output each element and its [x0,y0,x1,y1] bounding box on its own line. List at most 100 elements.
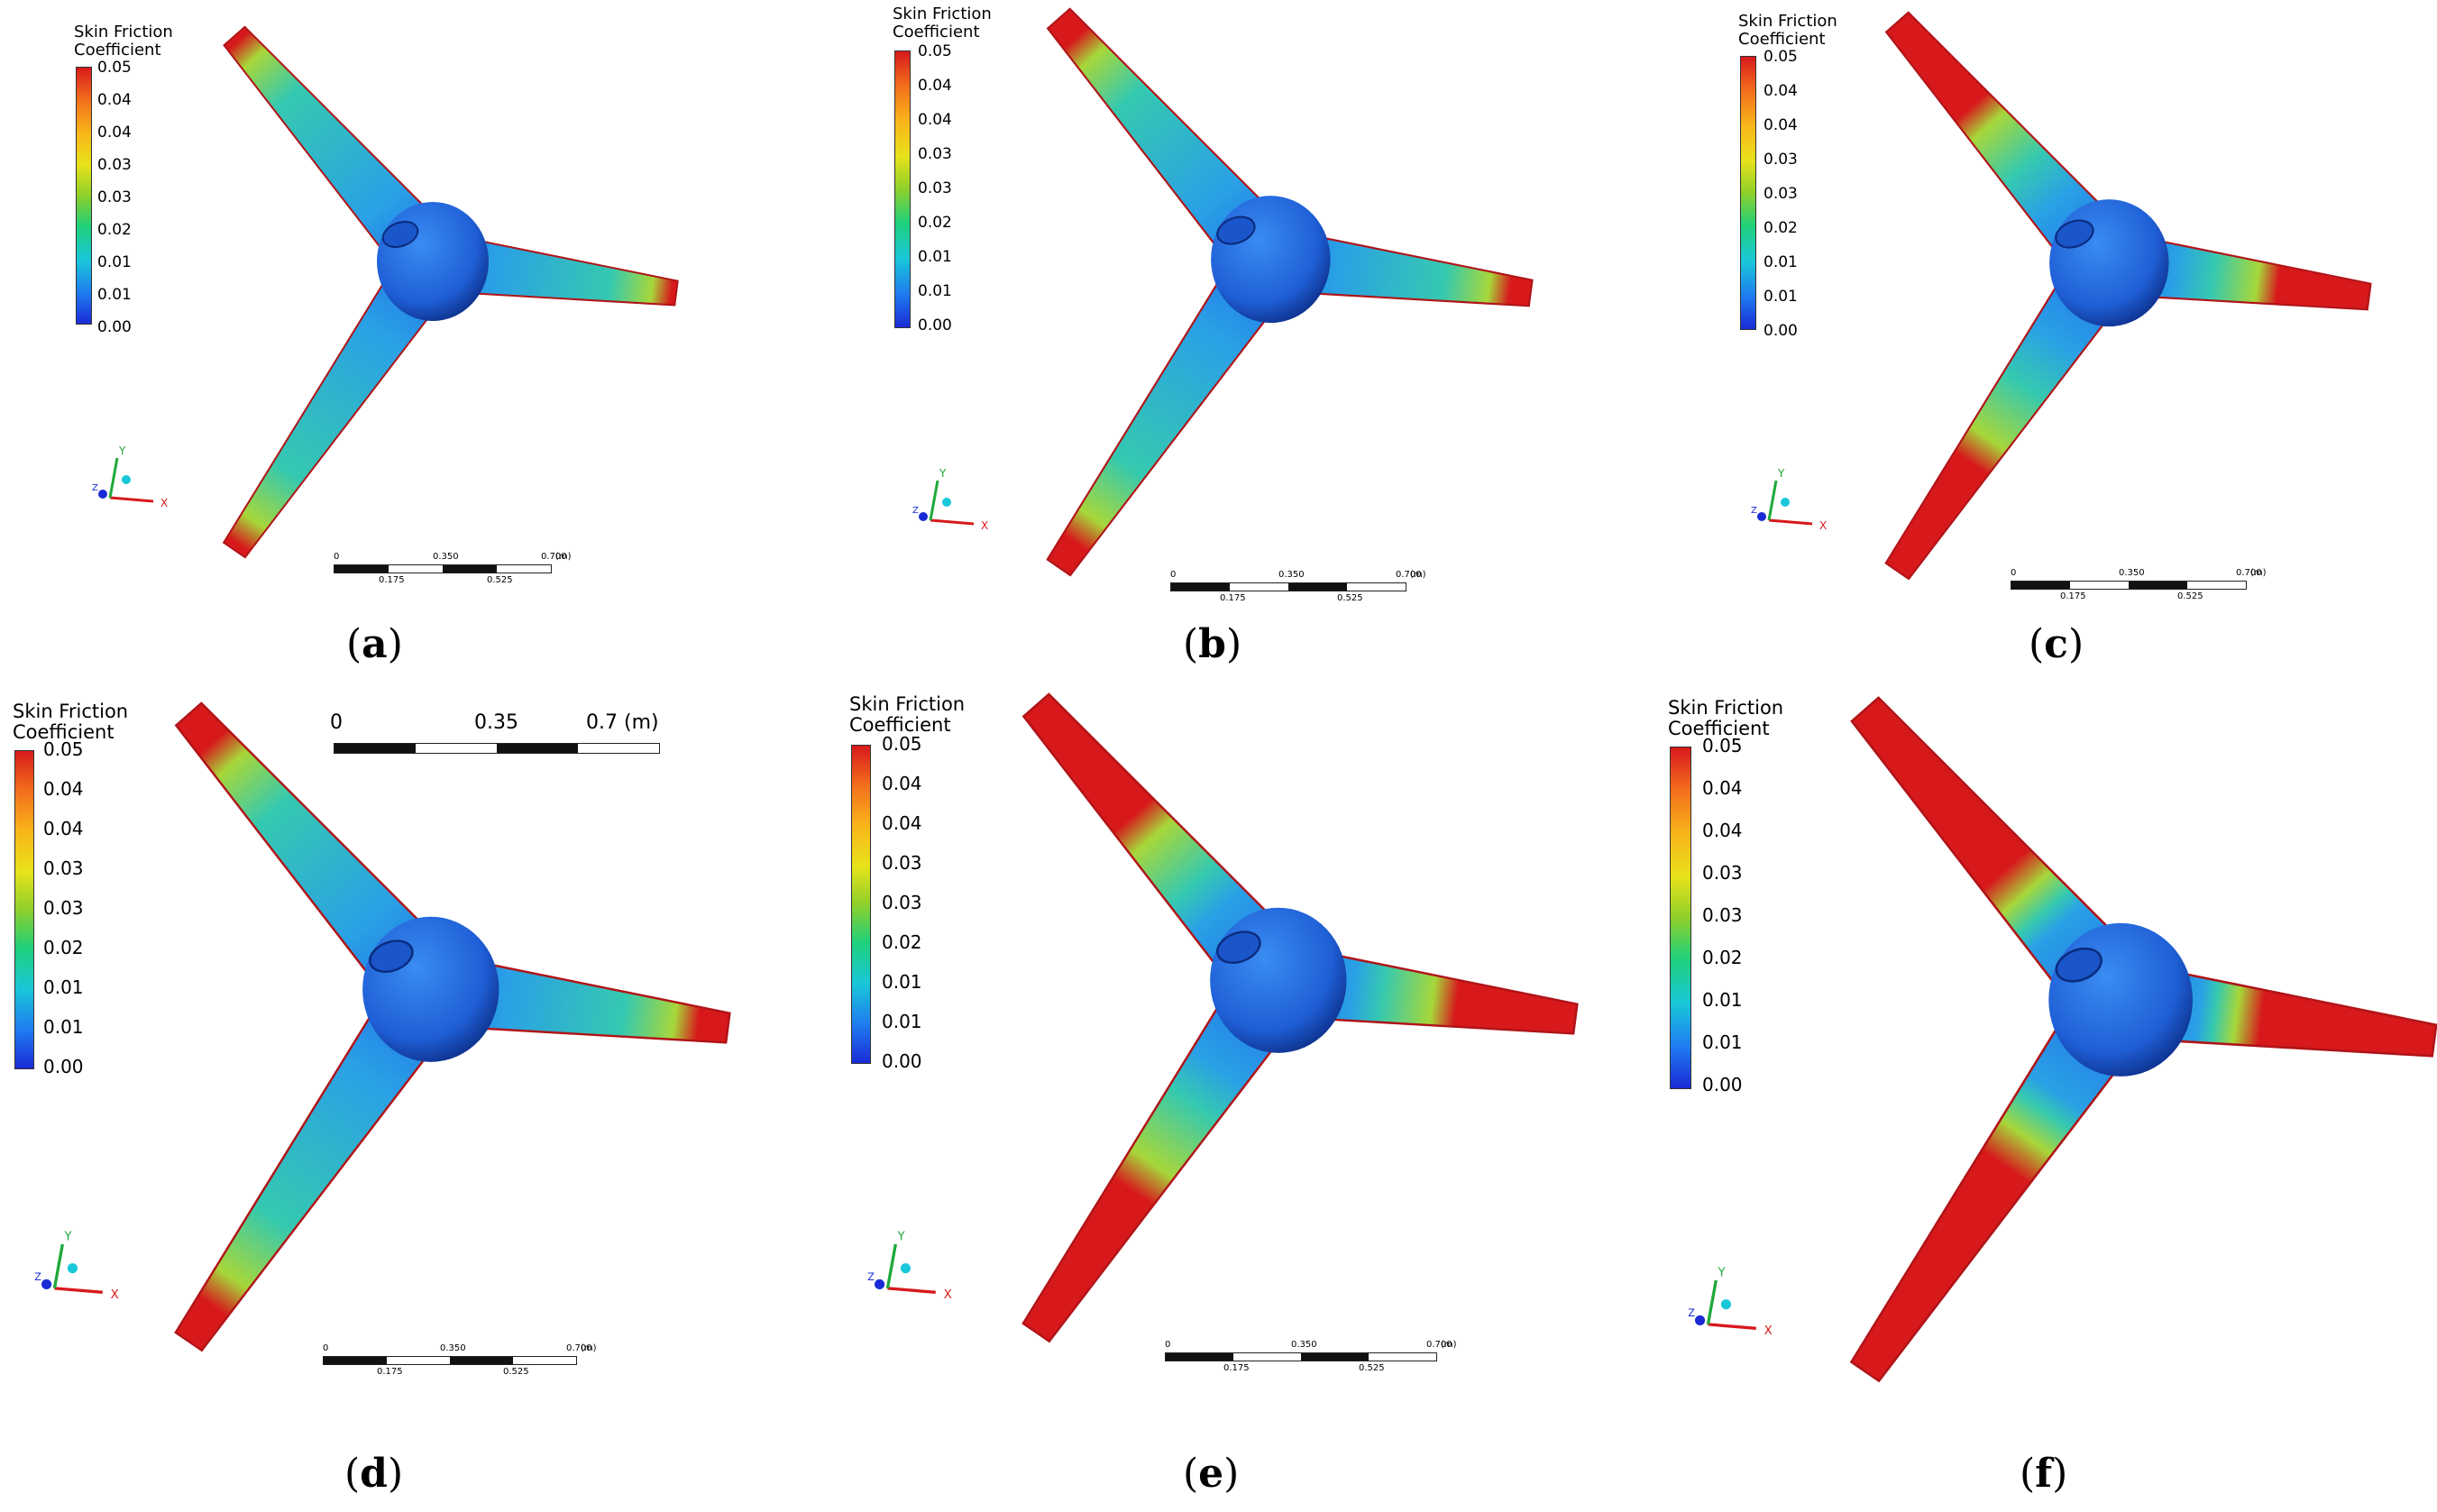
color-legend-bar [894,50,911,328]
z-axis-dot [875,1278,885,1289]
scale-label: 0.7 (m) [586,711,659,734]
legend-tick: 0.02 [882,931,922,953]
scale-track [1165,1352,1437,1361]
x-axis-label: X [981,519,988,532]
legend-tick: 0.04 [43,818,84,839]
scale-segment [1288,583,1347,591]
turbine-contour [1046,7,1534,577]
y-axis-label: Y [939,467,947,480]
scale-segment [334,565,389,573]
legend-tick: 0.02 [918,214,952,232]
scale-track [2011,581,2247,590]
z-axis-label: Z [92,483,98,493]
panel-d: Skin Friction Coefficient 0.05 0.04 0.04 … [0,685,811,1512]
scale-segment [1166,1353,1233,1361]
hub [1210,907,1347,1053]
legend-tick: 0.05 [97,59,132,77]
hub [2048,922,2193,1077]
color-legend-bar [1740,56,1756,330]
y-axis-label: Y [118,444,126,457]
legend-tick: 0.03 [918,145,952,163]
scale-bar: 0 0.350 0.700 (m) 0.175 0.525 [323,1343,597,1379]
turbine-contour [1884,11,2372,581]
scale-label: 0.35 [474,711,518,734]
legend-tick: 0.03 [97,156,132,174]
blade-3 [1022,994,1285,1343]
scale-unit: (m) [1410,570,1426,580]
nose-cone [1216,215,1256,245]
z-axis-label: Z [34,1271,41,1283]
legend-tick: 0.05 [43,738,84,760]
scale-segment [450,1357,513,1364]
legend-tick: 0.01 [918,248,952,266]
z-axis-label: Z [867,1271,875,1283]
scale-unit: (m) [581,1343,597,1353]
axis-triad-icon: X Y Z [1688,1267,1773,1338]
view-dot [1781,498,1790,507]
x-axis-arrow [930,518,975,526]
axis-triad-icon: X Y Z [34,1231,119,1302]
panel-label: (d) [344,1451,404,1497]
legend-title: Skin Friction Coefficient [74,23,173,60]
scale-label: 0 [334,552,340,562]
x-axis-label: X [944,1288,952,1302]
blade-2 [463,238,679,307]
scale-unit: (m) [555,552,572,562]
z-axis-dot [41,1278,52,1289]
legend-tick: 0.03 [1764,185,1798,203]
legend-tick: 0.00 [1764,322,1798,340]
legend-tick: 0.01 [882,971,922,993]
z-axis-label: Z [1688,1307,1695,1319]
scale-label: 0.350 [440,1343,466,1353]
legend-title: Skin Friction Coefficient [893,5,992,41]
x-axis-label: X [1764,1324,1773,1338]
scale-label: 0.350 [1291,1340,1317,1350]
blade-3 [1849,1015,2127,1383]
legend-tick: 0.01 [1764,253,1798,271]
legend-tick: 0.05 [918,42,952,60]
color-legend-bar [1670,747,1691,1089]
scale-segment [1171,583,1230,591]
legend-tick: 0.03 [1764,151,1798,169]
legend-title: Skin Friction Coefficient [849,693,966,736]
nose-cone [1216,930,1261,964]
hub [1211,196,1331,324]
hub [362,916,499,1062]
scale-label: 0.525 [1359,1363,1385,1373]
legend-tick: 0.04 [1702,777,1743,799]
y-axis-label: Y [897,1231,906,1244]
blade-2 [469,960,731,1044]
legend-tick: 0.04 [882,812,922,834]
scale-label: 0.700 [2236,568,2262,578]
legend-tick: 0.02 [97,221,132,239]
legend-tick: 0.04 [918,77,952,95]
view-dot [67,1263,78,1274]
turbine-contour [1849,696,2437,1383]
scale-label: 0.350 [2119,568,2145,578]
scale-label: 0.350 [1278,570,1305,580]
scale-label: 0.700 [1396,570,1422,580]
scale-label: 0.525 [2177,591,2203,601]
legend-tick: 0.05 [1764,48,1798,66]
legend-tick: 0.01 [1702,1031,1743,1053]
x-axis-arrow [54,1287,103,1294]
x-axis-arrow [887,1287,936,1294]
color-legend-bar [14,750,34,1069]
panel-e: Skin Friction Coefficient 0.05 0.04 0.04 … [829,685,1641,1512]
scale-unit: (m) [2250,568,2267,578]
legend-tick: 0.03 [43,857,84,879]
legend-tick: 0.01 [1764,288,1798,306]
legend-tick: 0.04 [882,773,922,794]
scale-label: 0.525 [487,575,513,585]
legend-tick: 0.01 [43,1016,84,1038]
z-axis-label: Z [1751,506,1757,516]
panel-label: (f) [2020,1451,2068,1497]
scale-segment [324,1357,387,1364]
z-axis-dot [1695,1315,1706,1325]
scale-track [334,743,660,754]
scale-label: 0.700 [1426,1340,1452,1350]
legend-tick: 0.05 [882,733,922,755]
y-axis-label: Y [1718,1267,1727,1280]
legend-tick: 0.04 [1702,820,1743,841]
z-axis-dot [1757,512,1766,521]
